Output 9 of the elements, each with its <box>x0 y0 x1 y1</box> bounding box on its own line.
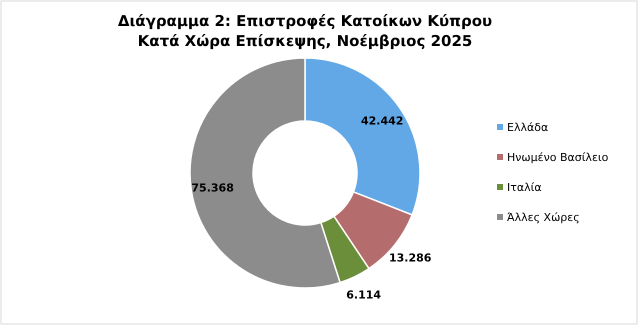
legend-label: Ηνωμένο Βασίλειο <box>507 151 609 164</box>
chart-title: Διάγραμμα 2: Επιστροφές Κατοίκων Κύπρου Κατά Χώρα Επίσκεψης, Νοέμβριος 2025 <box>118 12 492 50</box>
data-label: 75.368 <box>191 181 234 194</box>
data-label: 42.442 <box>360 114 404 128</box>
legend-label: Άλλες Χώρες <box>507 211 580 224</box>
data-label: 13.286 <box>389 252 432 265</box>
legend-label: Ελλάδα <box>507 121 548 134</box>
data-label: 6.114 <box>346 288 382 302</box>
legend-label: Ιταλία <box>507 181 542 194</box>
